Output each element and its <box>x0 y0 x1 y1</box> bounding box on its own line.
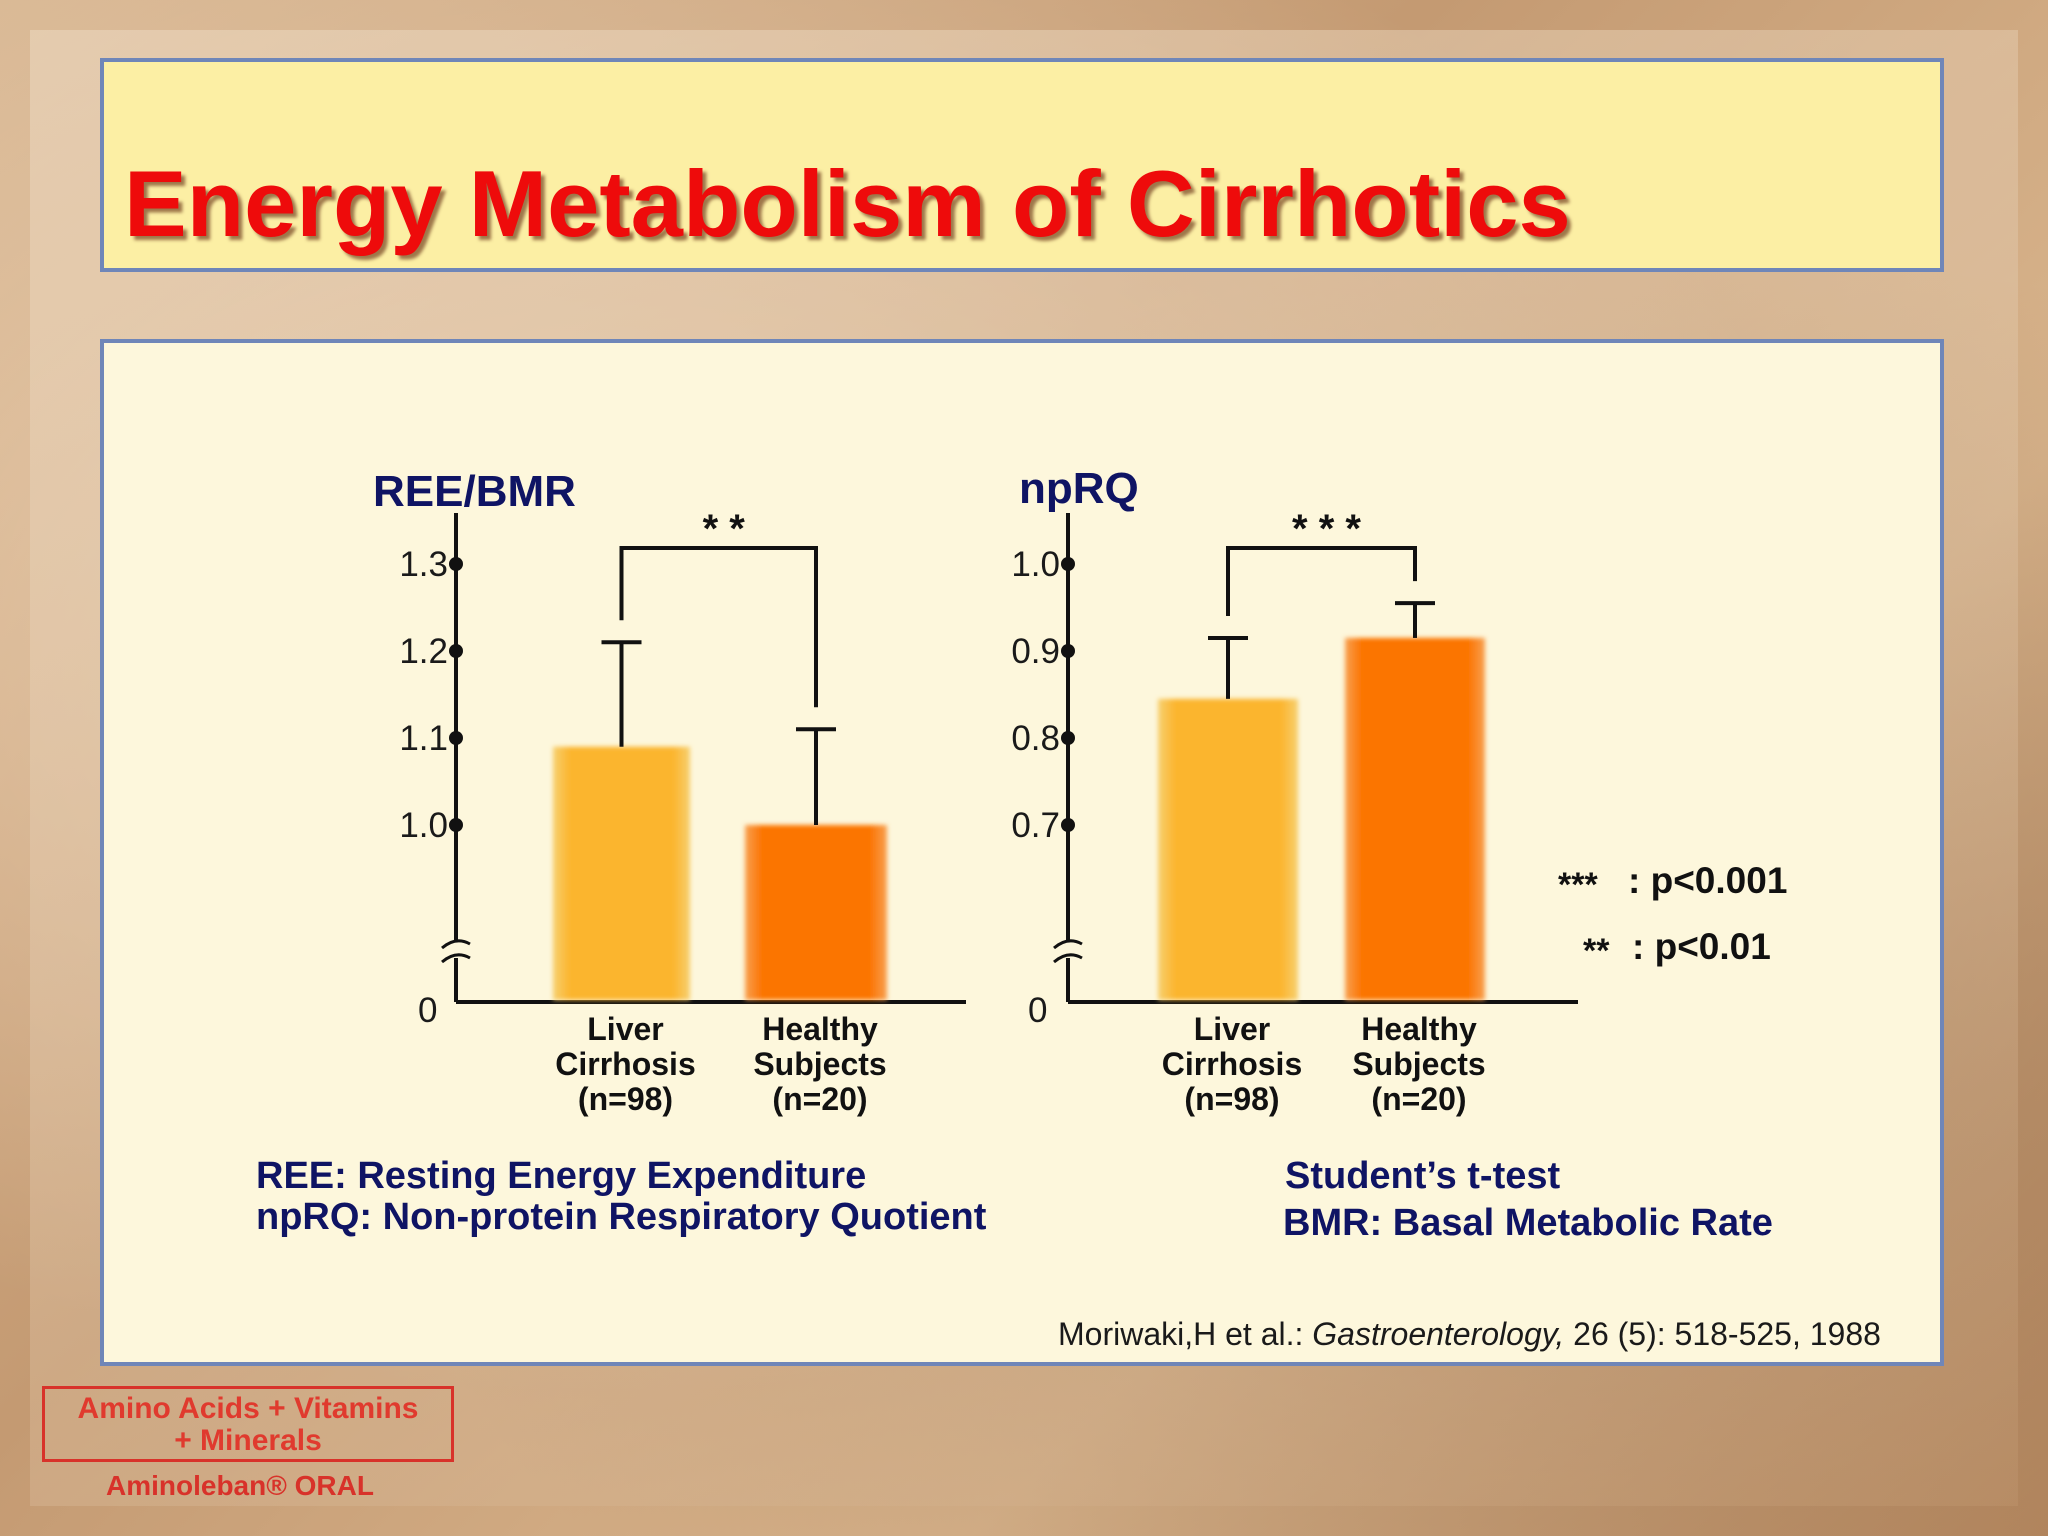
bar-liver-cirrhosis <box>1158 698 1298 1000</box>
y-tick-label: 0.9 <box>1011 632 1060 671</box>
category-label-line: Subjects <box>753 1046 886 1082</box>
bar-healthy-subjects <box>745 825 887 1000</box>
chart-0: REE/BMR 1.3 1.2 1.1 1.0 0 LiverCirrhosis(n=98)… <box>373 467 966 1117</box>
bmr-definition: BMR: Basal Metabolic Rate <box>1283 1202 1773 1244</box>
y-tick-label: 1.0 <box>1011 545 1060 584</box>
y-tick-dot <box>449 731 463 745</box>
logo-box: Amino Acids + Vitamins + Minerals <box>42 1386 454 1462</box>
y-tick-label: 0.7 <box>1011 806 1060 845</box>
category-label-line: Healthy <box>762 1011 878 1047</box>
y-tick-label: 1.2 <box>399 632 448 671</box>
y-tick-dot <box>1061 557 1075 571</box>
legend-text-p01: : p<0.01 <box>1632 926 1771 967</box>
bar-healthy-subjects <box>1345 637 1485 1000</box>
y-axis-label: REE/BMR <box>373 467 576 516</box>
category-label-line: Cirrhosis <box>555 1046 695 1082</box>
legend-symbol-p01: ** <box>1583 932 1610 970</box>
category-label-line: (n=20) <box>1371 1081 1466 1117</box>
ree-definition: REE: Resting Energy Expenditure <box>256 1155 867 1197</box>
nprq-definition: npRQ: Non-protein Respiratory Quotient <box>256 1196 987 1238</box>
content-panel <box>100 339 1944 1366</box>
legend-text-p001: : p<0.001 <box>1628 860 1787 901</box>
title-panel <box>100 58 1944 272</box>
y-tick-dot <box>1061 644 1075 658</box>
category-label-line: Liver <box>1194 1011 1270 1047</box>
y-tick-label: 1.1 <box>399 719 448 758</box>
test-note: Student’s t-test <box>1285 1155 1561 1197</box>
axis-break-mark-upper <box>441 939 471 950</box>
y-tick-label: 1.3 <box>399 545 448 584</box>
legend-symbol-p001: *** <box>1558 866 1598 904</box>
category-label-line: Cirrhosis <box>1162 1046 1302 1082</box>
category-label-line: Subjects <box>1352 1046 1485 1082</box>
category-label-line: (n=98) <box>1184 1081 1279 1117</box>
category-label-line: Liver <box>587 1011 663 1047</box>
citation-journal: Gastroenterology, <box>1312 1316 1565 1352</box>
logo-line2: + Minerals <box>174 1424 322 1457</box>
slide-title: Energy Metabolism of Cirrhotics <box>124 151 1571 256</box>
y-tick-label: 1.0 <box>399 806 448 845</box>
y-tick-dot <box>449 818 463 832</box>
y-tick-label: 0.8 <box>1011 719 1060 758</box>
citation: Moriwaki,H et al.: Gastroenterology, 26 … <box>1058 1316 1881 1353</box>
logo-brand: Aminoleban® ORAL <box>106 1470 374 1501</box>
y-tick-label-zero: 0 <box>1028 991 1047 1030</box>
significance-bracket <box>1226 546 1417 616</box>
citation-details: 26 (5): 518-525, 1988 <box>1564 1316 1881 1352</box>
y-tick-dot <box>1061 818 1075 832</box>
y-tick-label-zero: 0 <box>418 991 437 1030</box>
category-label-line: (n=98) <box>578 1081 673 1117</box>
axis-break-mark-upper <box>1053 939 1083 950</box>
significance-stars: * * * <box>1292 507 1361 551</box>
y-tick-dot <box>449 644 463 658</box>
significance-stars: * * <box>703 507 746 551</box>
axis-break-mark-lower <box>1053 953 1083 964</box>
logo-line1: Amino Acids + Vitamins <box>77 1392 419 1425</box>
axis-break-mark-lower <box>441 953 471 964</box>
significance-bracket <box>619 546 818 708</box>
category-label-line: (n=20) <box>772 1081 867 1117</box>
y-tick-dot <box>1061 731 1075 745</box>
bar-liver-cirrhosis <box>553 746 690 1000</box>
p-value-legend: *** : p<0.001 ** : p<0.01 <box>1558 860 1787 970</box>
y-tick-dot <box>449 557 463 571</box>
category-label-line: Healthy <box>1361 1011 1477 1047</box>
y-axis-label: npRQ <box>1019 464 1139 513</box>
citation-authors: Moriwaki,H et al.: <box>1058 1316 1313 1352</box>
